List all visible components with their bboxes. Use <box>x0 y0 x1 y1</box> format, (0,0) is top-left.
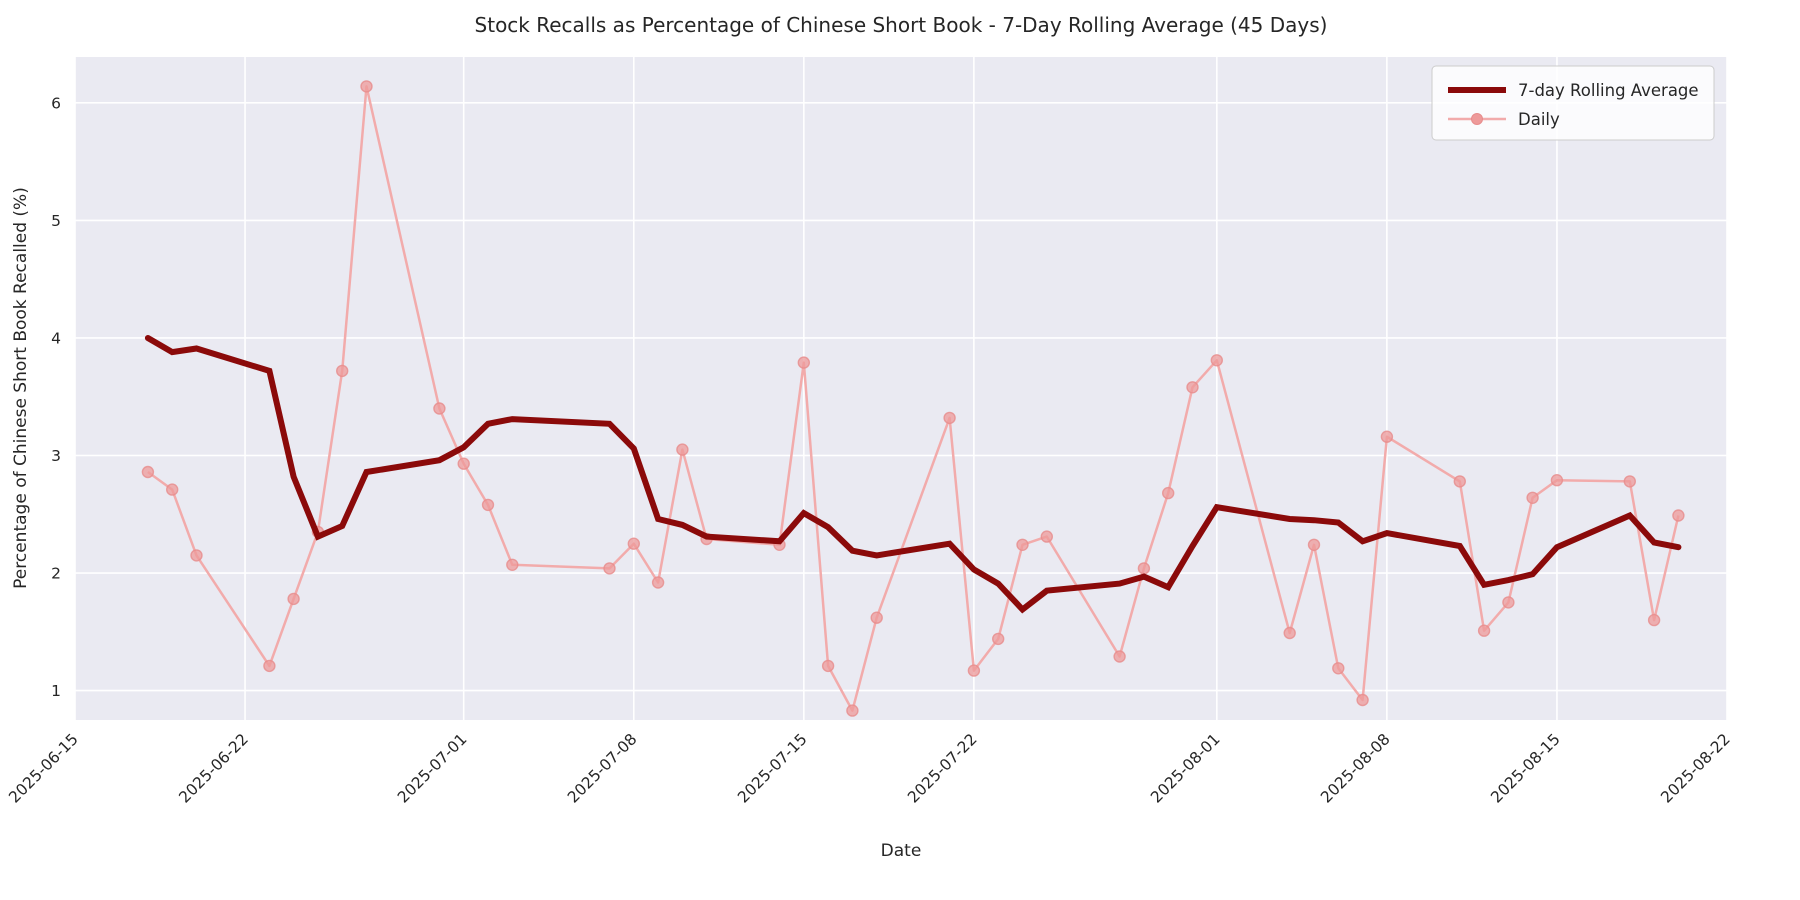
rolling-average-line <box>144 335 1682 614</box>
plot-area <box>75 57 1727 720</box>
legend-daily-marker-sample <box>1471 113 1483 125</box>
y-tick-label: 4 <box>51 329 61 347</box>
y-tick-label: 3 <box>51 447 61 465</box>
daily-marker <box>165 483 179 496</box>
daily-marker <box>1526 491 1539 504</box>
legend-label-rolling: 7-day Rolling Average <box>1518 81 1699 100</box>
y-axis-label: Percentage of Chinese Short Book Recalle… <box>11 187 31 589</box>
legend-box <box>1431 65 1715 141</box>
daily-marker <box>506 558 519 571</box>
daily-marker <box>1332 662 1345 675</box>
x-tick-label: 2025-06-15 <box>5 730 81 806</box>
daily-marker <box>360 80 373 93</box>
daily-marker <box>481 498 495 512</box>
x-axis-ticks: 2025-06-15 2025-06-22 2025-07-01 2025-07-08… <box>5 730 1733 806</box>
daily-marker <box>1672 509 1685 522</box>
x-tick-label: 2025-07-08 <box>564 730 640 806</box>
daily-marker <box>943 411 956 425</box>
daily-marker <box>141 465 155 479</box>
daily-marker <box>457 457 470 470</box>
daily-marker <box>603 562 616 575</box>
daily-marker <box>1016 538 1029 551</box>
daily-marker <box>1453 475 1467 488</box>
daily-marker <box>1040 530 1054 543</box>
y-tick-label: 2 <box>51 565 61 583</box>
legend: 7-day Rolling Average Daily <box>1431 65 1715 141</box>
daily-marker <box>336 364 349 378</box>
x-tick-label: 2025-08-01 <box>1147 730 1223 806</box>
daily-series <box>141 80 1685 717</box>
daily-marker <box>1283 626 1296 640</box>
daily-marker <box>1186 381 1199 394</box>
daily-marker <box>287 592 300 606</box>
x-tick-label: 2025-07-01 <box>394 730 470 806</box>
y-tick-label: 1 <box>51 682 61 700</box>
rolling-average-series <box>144 335 1682 614</box>
y-tick-label: 5 <box>51 212 61 230</box>
daily-marker <box>967 664 981 677</box>
daily-marker <box>1137 562 1151 575</box>
daily-marker <box>1210 354 1224 367</box>
daily-marker <box>870 611 883 624</box>
daily-marker <box>1502 596 1515 609</box>
daily-marker <box>1113 650 1126 663</box>
chart-title: Stock Recalls as Percentage of Chinese S… <box>475 13 1328 37</box>
daily-marker <box>1647 613 1661 627</box>
daily-marker <box>1550 474 1564 487</box>
daily-marker <box>1356 693 1369 707</box>
x-axis-label: Date <box>881 841 922 861</box>
y-tick-label: 6 <box>51 94 61 112</box>
daily-marker <box>1623 475 1637 488</box>
y-axis-ticks: 1 2 3 4 5 6 <box>51 94 61 700</box>
x-tick-label: 2025-08-15 <box>1487 730 1563 806</box>
daily-marker <box>627 537 640 550</box>
x-tick-label: 2025-08-22 <box>1657 730 1733 806</box>
daily-marker <box>263 659 276 673</box>
gridlines <box>74 57 1728 720</box>
legend-label-daily: Daily <box>1518 110 1560 129</box>
daily-marker <box>846 704 859 717</box>
daily-marker <box>821 659 835 673</box>
daily-marker <box>433 402 446 415</box>
daily-marker <box>1161 486 1175 500</box>
x-tick-label: 2025-06-22 <box>175 730 251 806</box>
x-tick-label: 2025-07-22 <box>904 730 980 806</box>
daily-marker <box>651 576 665 589</box>
x-tick-label: 2025-07-15 <box>734 730 810 806</box>
daily-marker <box>676 443 689 456</box>
daily-marker <box>992 632 1005 646</box>
daily-marker <box>1380 430 1394 443</box>
daily-marker <box>190 549 203 562</box>
daily-marker <box>797 356 810 369</box>
x-tick-label: 2025-08-08 <box>1317 730 1393 806</box>
daily-marker <box>1307 538 1321 551</box>
daily-marker <box>1477 624 1491 637</box>
